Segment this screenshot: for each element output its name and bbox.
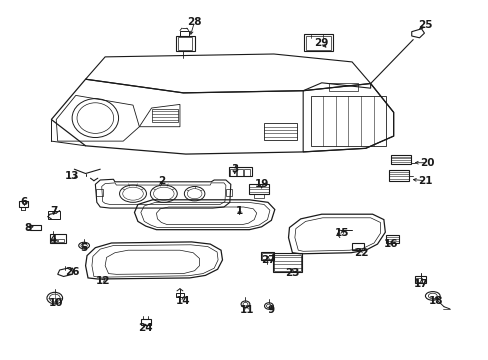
Text: 12: 12 [95, 276, 110, 286]
Bar [249, 184, 268, 194]
Bar [151, 109, 178, 122]
Text: 18: 18 [428, 296, 443, 306]
Text: 25: 25 [417, 20, 432, 30]
Bar [58, 239, 63, 242]
Text: 2: 2 [158, 176, 164, 186]
Text: 19: 19 [254, 179, 268, 189]
Bar [254, 194, 264, 198]
Bar [228, 167, 252, 176]
Text: 8: 8 [25, 222, 32, 233]
Text: 10: 10 [49, 298, 63, 308]
Bar [304, 34, 333, 51]
Bar [351, 243, 363, 250]
Text: 14: 14 [176, 296, 190, 306]
Bar [414, 276, 426, 283]
Text: 26: 26 [65, 267, 80, 277]
Text: 9: 9 [267, 305, 274, 315]
Text: 20: 20 [420, 158, 434, 168]
Bar [225, 189, 231, 196]
Bar [388, 170, 408, 181]
Text: 1: 1 [236, 206, 243, 216]
Bar [96, 189, 102, 196]
Bar [390, 155, 410, 164]
Text: 27: 27 [260, 255, 275, 265]
Bar [176, 293, 183, 297]
Bar [260, 252, 274, 260]
Bar [177, 37, 192, 50]
Bar [244, 169, 250, 176]
Text: 4: 4 [49, 235, 57, 246]
Text: 21: 21 [417, 176, 432, 186]
Bar [141, 319, 150, 325]
Bar [264, 123, 297, 140]
Text: 23: 23 [285, 268, 299, 278]
Bar [261, 253, 272, 259]
Text: 22: 22 [353, 248, 367, 258]
Bar [415, 278, 421, 282]
Text: 11: 11 [239, 305, 254, 315]
Bar [237, 169, 243, 176]
Bar [386, 235, 398, 243]
Bar [51, 239, 57, 242]
Bar [328, 83, 357, 91]
Bar [229, 169, 235, 176]
Bar [30, 225, 41, 230]
Bar [48, 211, 60, 219]
Text: 6: 6 [21, 197, 28, 207]
Bar [19, 201, 28, 207]
Bar [310, 96, 386, 146]
Text: 29: 29 [314, 38, 328, 48]
Text: 28: 28 [187, 17, 202, 27]
Text: 24: 24 [138, 323, 153, 333]
Text: 16: 16 [383, 239, 398, 249]
Bar [273, 255, 300, 271]
Bar [50, 234, 65, 243]
Text: 15: 15 [334, 228, 349, 238]
Text: 5: 5 [81, 243, 87, 253]
Text: 13: 13 [65, 171, 80, 181]
Text: 7: 7 [50, 206, 58, 216]
Bar [176, 36, 194, 51]
Text: 3: 3 [231, 164, 238, 174]
Bar [272, 253, 302, 272]
Bar [305, 36, 330, 50]
Text: 17: 17 [413, 279, 428, 289]
Bar [180, 31, 188, 36]
